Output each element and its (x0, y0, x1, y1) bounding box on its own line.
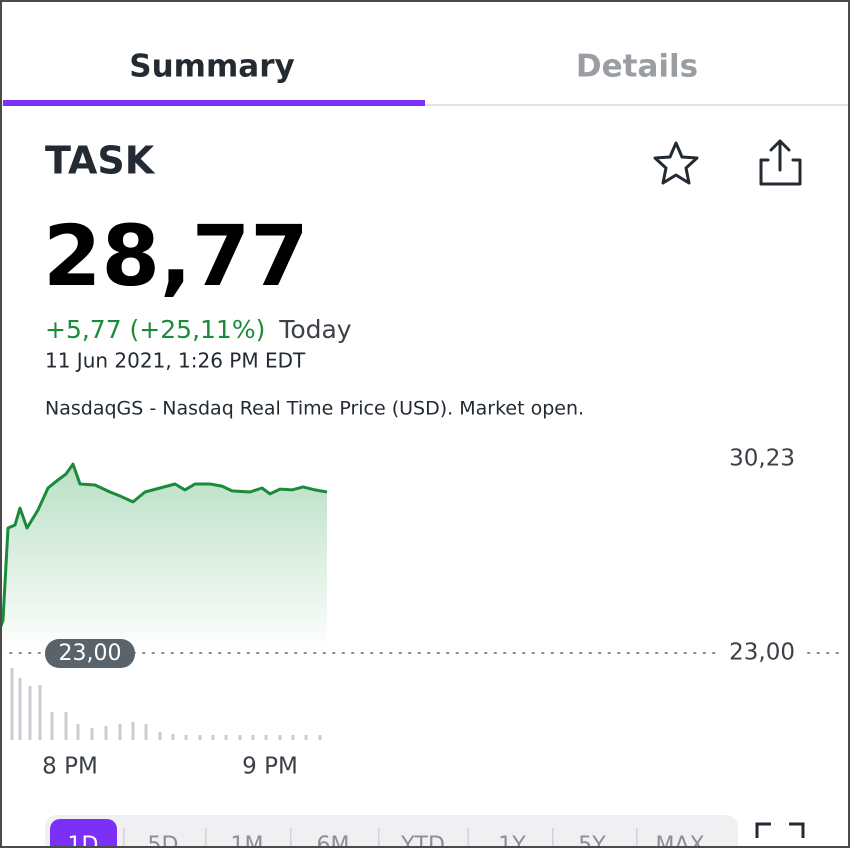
volume-bar (104, 726, 108, 740)
range-button[interactable]: 5D (148, 833, 179, 846)
range-bar (45, 815, 738, 846)
range-divider (378, 828, 380, 846)
volume-bar (224, 735, 228, 740)
range-button[interactable]: MAX (655, 833, 704, 846)
price-area (2, 464, 327, 653)
ticker: TASK (45, 139, 156, 183)
volume-bar (131, 722, 135, 740)
y-tick-bg (718, 445, 802, 473)
timestamp: 11 Jun 2021, 1:26 PM EDT (45, 349, 306, 373)
volume-bar (18, 678, 22, 740)
volume-bar (50, 712, 54, 740)
range-button[interactable]: 1D (68, 833, 99, 846)
fullscreen-button[interactable] (755, 822, 805, 838)
volume-bar (158, 732, 162, 740)
x-tick-label: 8 PM (42, 754, 98, 780)
volume-bar (76, 724, 80, 740)
volume-bar (198, 735, 202, 740)
volume-bar (251, 735, 255, 740)
volume-bar (64, 712, 68, 740)
volume-bar (10, 668, 14, 740)
range-active (50, 819, 117, 846)
range-divider (290, 828, 292, 846)
range-button[interactable]: 6M (317, 833, 350, 846)
volume-bar (278, 735, 282, 740)
price: 28,77 (43, 207, 309, 305)
range-button[interactable]: 5Y (578, 833, 606, 846)
change-period: Today (278, 315, 352, 344)
price-line (2, 462, 328, 628)
tab-details[interactable]: Details (576, 49, 698, 85)
volume-bar (238, 735, 242, 740)
volume-bar (28, 686, 32, 740)
x-tick-label: 9 PM (242, 754, 298, 780)
y-tick-label: 30,23 (729, 446, 795, 472)
volume-bar (171, 734, 175, 740)
volume-bar (291, 735, 295, 740)
previous-close-pill (45, 639, 135, 668)
watchlist-star[interactable] (653, 141, 699, 185)
volume-bar (118, 724, 122, 740)
y-tick-bg (718, 639, 802, 667)
volume-bar (90, 728, 94, 740)
range-divider (205, 828, 207, 846)
volume-bar (264, 735, 268, 740)
range-divider (636, 828, 638, 846)
volume-bar (318, 735, 322, 740)
range-button[interactable]: 1Y (498, 833, 526, 846)
range-button[interactable]: YTD (400, 833, 445, 846)
volume-bar (144, 724, 148, 740)
volume-bar (38, 685, 42, 740)
change: +5,77 (+25,11%) (45, 315, 265, 344)
market-note: NasdaqGS - Nasdaq Real Time Price (USD).… (45, 398, 584, 420)
range-divider (123, 828, 125, 846)
range-divider (552, 828, 554, 846)
price-change: +5,77 (+25,11%) Today (45, 315, 352, 344)
share-button[interactable] (759, 139, 802, 186)
range-divider (467, 828, 469, 846)
active-tab-indicator (3, 100, 425, 106)
volume-bar (211, 735, 215, 740)
volume-bar (184, 735, 188, 740)
previous-close-label: 23,00 (59, 641, 122, 666)
y-tick-label: 23,00 (729, 640, 795, 666)
range-button[interactable]: 1M (231, 833, 264, 846)
tab-summary[interactable]: Summary (129, 49, 294, 85)
volume-bar (304, 735, 308, 740)
